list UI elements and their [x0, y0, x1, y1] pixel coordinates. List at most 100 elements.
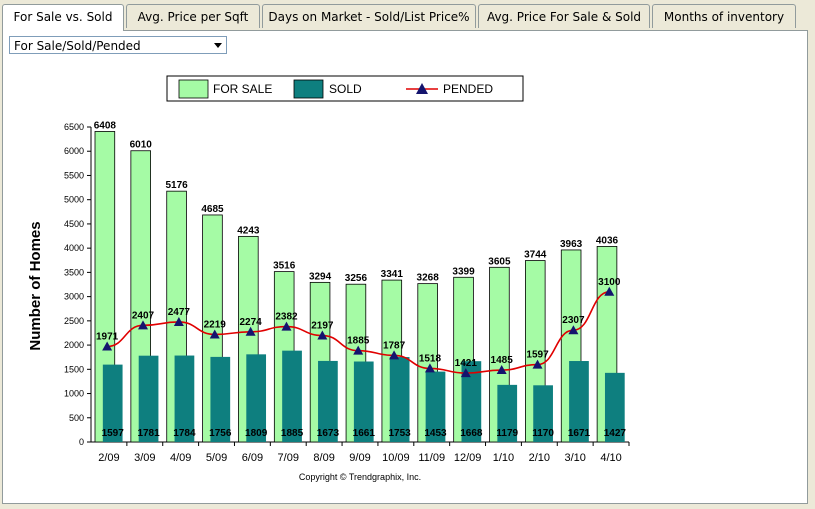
data-label-pended: 2197	[311, 321, 334, 332]
data-label-pended: 2407	[132, 310, 155, 321]
data-label-for-sale: 3256	[345, 273, 368, 284]
tab-days-on-market[interactable]: Days on Market - Sold/List Price%	[262, 4, 476, 28]
data-label-sold: 1784	[173, 428, 196, 439]
x-tick-label: 10/09	[382, 452, 410, 464]
data-label-sold: 1597	[102, 428, 125, 439]
data-label-pended: 2307	[562, 315, 585, 326]
y-tick-label: 4500	[64, 219, 84, 229]
bar-sold	[138, 355, 159, 442]
legend-label-sold: SOLD	[329, 82, 362, 96]
tab-months-of-inventory[interactable]: Months of inventory	[652, 4, 796, 28]
data-label-for-sale: 3294	[309, 271, 332, 282]
data-label-for-sale: 3341	[381, 269, 404, 280]
y-tick-label: 6500	[64, 122, 84, 132]
legend-swatch-sold	[293, 79, 324, 99]
point-pended	[102, 341, 113, 351]
data-label-for-sale: 3963	[560, 239, 583, 250]
x-tick-label: 4/10	[600, 452, 621, 464]
x-tick-label: 3/10	[564, 452, 585, 464]
data-label-sold: 1170	[532, 428, 554, 439]
tab-avg-price-per-sqft[interactable]: Avg. Price per Sqft	[126, 4, 260, 28]
point-pended	[317, 330, 328, 340]
y-axis-title: Number of Homes	[27, 221, 44, 350]
bar-sold	[246, 354, 267, 442]
bar-sold	[604, 372, 625, 442]
data-label-sold: 1753	[389, 428, 412, 439]
point-pended	[424, 363, 435, 373]
x-tick-label: 4/09	[170, 452, 191, 464]
bar-sold	[210, 356, 231, 442]
point-pended	[532, 359, 543, 369]
data-label-pended: 2274	[239, 317, 262, 328]
data-label-pended: 1971	[96, 331, 119, 342]
point-pended	[460, 368, 471, 378]
data-label-for-sale: 3268	[417, 273, 440, 284]
y-tick-label: 2000	[64, 340, 84, 350]
bar-sold	[389, 357, 410, 442]
x-tick-label: 2/10	[529, 452, 550, 464]
data-label-sold: 1809	[245, 428, 268, 439]
data-label-for-sale: 6010	[130, 140, 153, 151]
data-label-pended: 3100	[598, 277, 621, 288]
data-label-sold: 1673	[317, 428, 340, 439]
data-label-for-sale: 3516	[273, 261, 296, 272]
bar-sold	[102, 364, 123, 442]
y-tick-label: 500	[69, 413, 84, 423]
bar-sold	[174, 355, 195, 442]
data-label-sold: 1885	[281, 428, 304, 439]
x-tick-label: 5/09	[206, 452, 227, 464]
x-tick-label: 8/09	[313, 452, 334, 464]
data-label-for-sale: 5176	[165, 180, 188, 191]
x-tick-label: 9/09	[349, 452, 370, 464]
data-label-for-sale: 3744	[524, 250, 547, 261]
legend-label-pended: PENDED	[443, 82, 493, 96]
legend-swatch-for-sale	[178, 79, 209, 99]
data-label-for-sale: 4685	[201, 204, 224, 215]
x-tick-label: 2/09	[98, 452, 119, 464]
data-label-sold: 1453	[424, 428, 447, 439]
filter-dropdown[interactable]: For Sale/Sold/Pended	[9, 36, 227, 54]
point-pended	[173, 316, 184, 326]
y-tick-label: 5000	[64, 195, 84, 205]
data-label-for-sale: 4243	[237, 225, 260, 236]
bar-sold	[461, 361, 482, 442]
bar-sold	[533, 385, 553, 442]
tab-avg-price-for-sale-sold[interactable]: Avg. Price For Sale & Sold	[478, 4, 650, 28]
data-label-sold: 1661	[353, 428, 376, 439]
point-pended	[245, 326, 256, 336]
data-label-sold: 1668	[460, 428, 483, 439]
point-pended	[209, 329, 220, 339]
data-label-pended: 1421	[455, 358, 478, 369]
data-label-for-sale: 4036	[596, 235, 619, 246]
plot-area: 0 500 1000 1500 2000 2500 3000 3500 4000 4500 5000…	[64, 120, 630, 464]
bar-sold	[318, 360, 338, 442]
point-pended	[281, 321, 292, 331]
data-label-sold: 1179	[496, 428, 518, 439]
data-label-sold: 1671	[568, 428, 591, 439]
y-tick-label: 1000	[64, 389, 84, 399]
legend-box	[166, 75, 524, 102]
legend-label-for-sale: FOR SALE	[213, 82, 272, 96]
data-label-pended: 1485	[491, 355, 514, 366]
chevron-down-icon	[214, 43, 222, 48]
tab-for-sale-vs-sold[interactable]: For Sale vs. Sold	[2, 4, 124, 31]
x-tick-label: 6/09	[242, 452, 263, 464]
bar-sold	[425, 371, 446, 442]
y-tick-label: 0	[79, 437, 84, 447]
data-label-pended: 2382	[275, 312, 298, 323]
point-pended	[496, 365, 507, 375]
x-tick-label: 1/10	[493, 452, 514, 464]
bar-sold	[282, 350, 302, 442]
x-tick-label: 7/09	[278, 452, 299, 464]
copyright-text: Copyright © Trendgraphix, Inc.	[299, 472, 421, 482]
data-label-for-sale: 6408	[94, 120, 117, 131]
bar-sold	[569, 361, 589, 442]
legend-marker-pended	[416, 83, 428, 94]
data-label-pended: 2219	[204, 319, 227, 330]
data-label-sold: 1427	[604, 428, 627, 439]
data-label-sold: 1781	[137, 428, 160, 439]
y-tick-label: 3500	[64, 267, 84, 277]
x-tick-label: 12/09	[454, 452, 482, 464]
point-pended	[389, 350, 400, 360]
